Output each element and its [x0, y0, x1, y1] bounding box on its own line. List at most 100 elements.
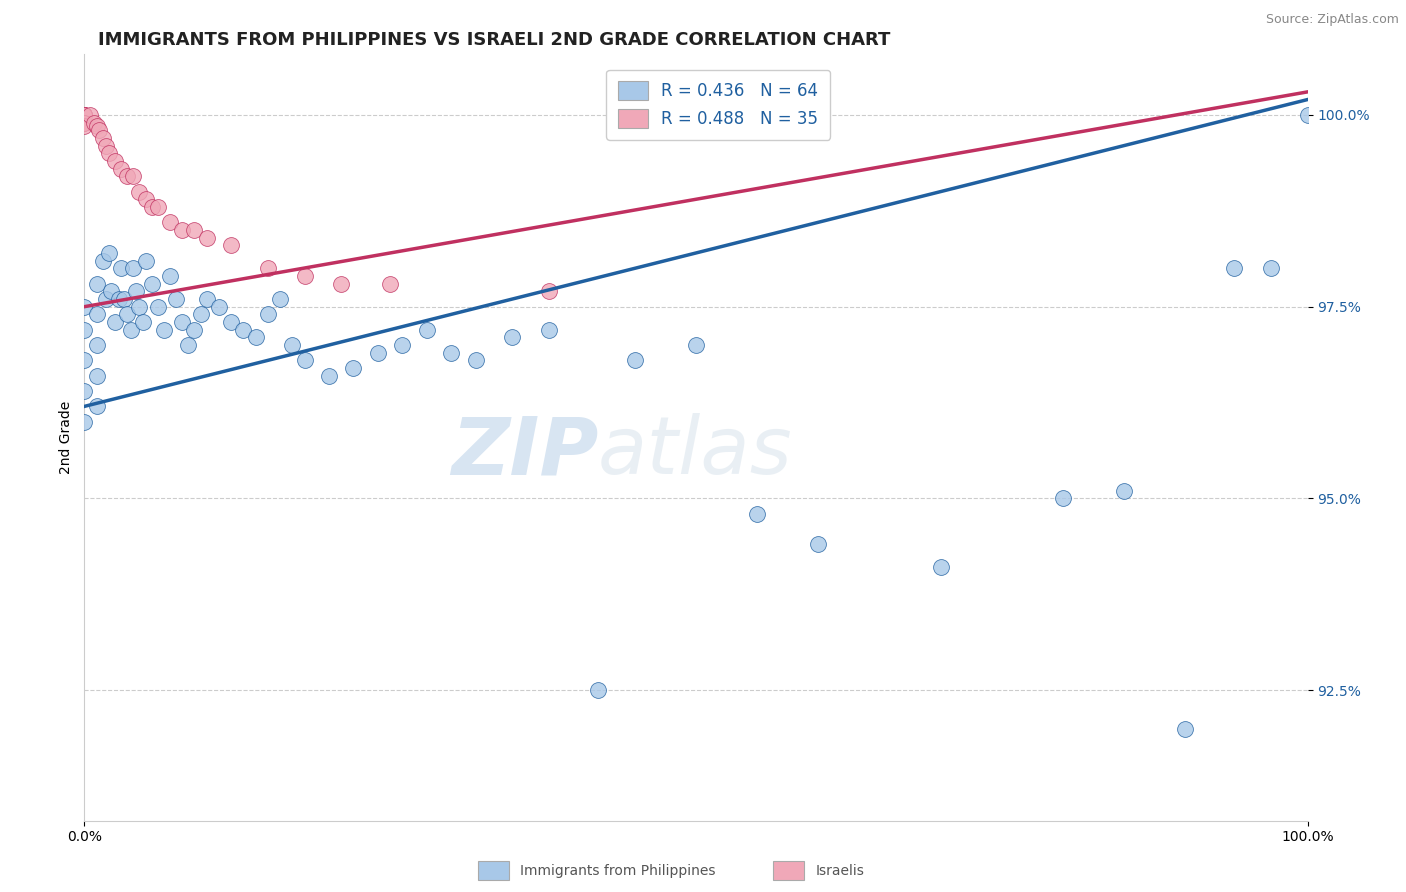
Point [195, 230, 218, 244]
Point [120, 323, 142, 337]
Point [73, 115, 96, 129]
Point [141, 277, 163, 291]
Point [1114, 483, 1136, 498]
Point [73, 323, 96, 337]
Point [318, 368, 340, 383]
Point [159, 215, 181, 229]
Point [367, 345, 389, 359]
Point [257, 261, 280, 276]
Legend: R = 0.436   N = 64, R = 0.488   N = 35: R = 0.436 N = 64, R = 0.488 N = 35 [606, 70, 830, 140]
Point [342, 361, 364, 376]
Point [330, 277, 353, 291]
Point [86, 120, 108, 134]
Point [96, 138, 118, 153]
Point [100, 285, 122, 299]
Point [104, 315, 127, 329]
Point [135, 253, 157, 268]
Point [96, 292, 118, 306]
Point [232, 323, 254, 337]
Point [132, 315, 155, 329]
Point [502, 330, 524, 344]
Point [83, 115, 105, 129]
Point [91, 253, 114, 268]
Point [747, 507, 769, 521]
Point [208, 300, 231, 314]
Point [73, 108, 96, 122]
Point [73, 108, 96, 122]
Y-axis label: 2nd Grade: 2nd Grade [59, 401, 73, 474]
Text: IMMIGRANTS FROM PHILIPPINES VS ISRAELI 2ND GRADE CORRELATION CHART: IMMIGRANTS FROM PHILIPPINES VS ISRAELI 2… [98, 31, 891, 49]
Point [73, 108, 96, 122]
Point [624, 353, 647, 368]
Point [104, 153, 127, 168]
Point [183, 223, 205, 237]
Point [115, 307, 138, 321]
Point [219, 315, 242, 329]
Point [391, 338, 413, 352]
Text: ZIP: ZIP [451, 413, 598, 491]
Point [146, 300, 169, 314]
Point [87, 123, 110, 137]
Point [73, 120, 96, 134]
Point [73, 353, 96, 368]
Text: atlas: atlas [598, 413, 793, 491]
Point [128, 185, 150, 199]
Point [86, 400, 108, 414]
Point [294, 353, 316, 368]
Point [107, 292, 129, 306]
Point [1174, 722, 1197, 736]
Point [122, 261, 145, 276]
Point [440, 345, 463, 359]
Point [1223, 261, 1246, 276]
Point [73, 108, 96, 122]
Point [177, 338, 200, 352]
Text: Israelis: Israelis [815, 863, 865, 878]
Point [141, 200, 163, 214]
Point [73, 108, 96, 122]
Point [91, 131, 114, 145]
Text: Immigrants from Philippines: Immigrants from Philippines [520, 863, 716, 878]
Point [79, 108, 101, 122]
Point [464, 353, 486, 368]
Point [97, 146, 120, 161]
Point [86, 368, 108, 383]
Point [165, 292, 187, 306]
Point [172, 315, 194, 329]
Point [110, 261, 132, 276]
Point [125, 285, 148, 299]
Point [86, 307, 108, 321]
Point [73, 300, 96, 314]
Point [110, 161, 132, 176]
Point [115, 169, 138, 184]
Point [135, 192, 157, 206]
Point [112, 292, 135, 306]
Point [73, 108, 96, 122]
Point [538, 285, 561, 299]
Point [685, 338, 707, 352]
Point [219, 238, 242, 252]
Point [281, 338, 304, 352]
Point [586, 683, 609, 698]
Point [1052, 491, 1074, 506]
Point [128, 300, 150, 314]
Point [190, 307, 212, 321]
Point [807, 537, 830, 551]
Point [538, 323, 561, 337]
Point [146, 200, 169, 214]
Point [195, 292, 218, 306]
Point [172, 223, 194, 237]
Text: Source: ZipAtlas.com: Source: ZipAtlas.com [1265, 13, 1399, 27]
Point [73, 108, 96, 122]
Point [183, 323, 205, 337]
Point [122, 169, 145, 184]
Point [86, 338, 108, 352]
Point [86, 277, 108, 291]
Point [380, 277, 402, 291]
Point [929, 560, 952, 574]
Point [73, 415, 96, 429]
Point [97, 246, 120, 260]
Point [73, 115, 96, 129]
Point [73, 384, 96, 398]
Point [1260, 261, 1282, 276]
Point [1296, 108, 1319, 122]
